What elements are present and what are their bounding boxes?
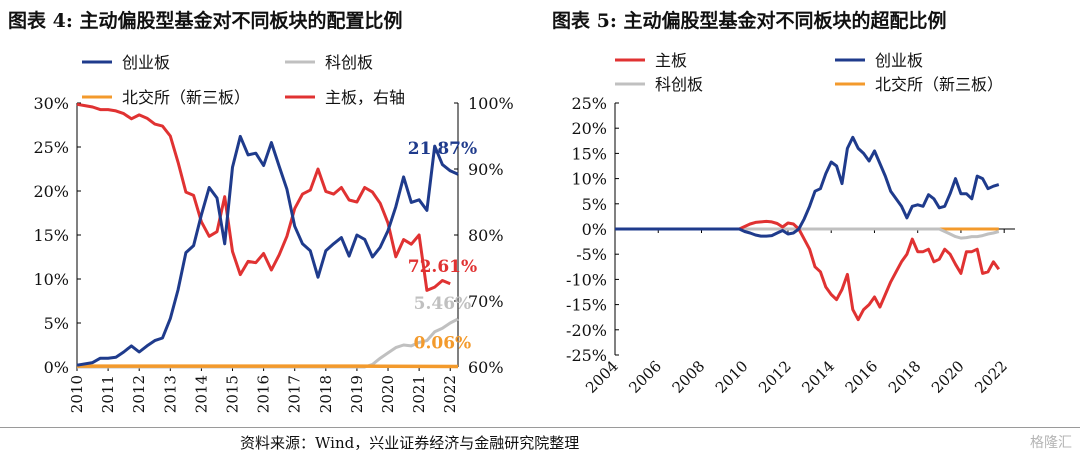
source-note: 资料来源：Wind，兴业证券经济与金融研究院整理 bbox=[240, 434, 580, 452]
legend-label-zhuban: 主板，右轴 bbox=[325, 88, 405, 107]
allocation-chart: 0% 5% 10% 15% 20% 25% 30% 60% 70% 80% 90% 100% 2010 2… bbox=[33, 53, 514, 413]
watermark-logo: 格隆汇 bbox=[1030, 435, 1072, 451]
y-tick-label: -20% bbox=[566, 321, 607, 340]
legend-label-kechuang: 科创板 bbox=[325, 53, 373, 72]
x-tick-label: 2022 bbox=[971, 357, 1011, 397]
series-line-chuangye bbox=[615, 135, 1000, 238]
data-label-beijiao: 0.06% bbox=[414, 334, 472, 354]
series-line-kechuang bbox=[77, 317, 459, 369]
y-tick-label: -15% bbox=[566, 296, 607, 315]
legend-label-kechuang: 科创板 bbox=[655, 75, 703, 94]
x-tick-label: 2013 bbox=[161, 375, 179, 413]
legend-label-chuangye: 创业板 bbox=[875, 51, 923, 70]
x-tick-label: 2018 bbox=[317, 375, 335, 413]
data-label-kechuang: 5.46% bbox=[414, 294, 472, 314]
y-tick-label: 15% bbox=[571, 144, 607, 163]
legend-label-beijiao: 北交所（新三板） bbox=[122, 88, 250, 107]
left-y-tick-label: 20% bbox=[33, 182, 69, 201]
legend-label-chuangye: 创业板 bbox=[122, 53, 170, 72]
left-y-tick-label: 5% bbox=[44, 314, 69, 333]
left-y-tick-label: 30% bbox=[33, 94, 69, 113]
right-y-tick-label: 80% bbox=[468, 226, 504, 245]
right-y-tick-label: 100% bbox=[468, 94, 514, 113]
legend-label-zhuban: 主板 bbox=[655, 51, 687, 70]
data-label-chuangye: 21.87% bbox=[408, 139, 477, 159]
x-tick-label: 2016 bbox=[255, 375, 273, 413]
x-tick-label: 2010 bbox=[712, 357, 752, 397]
x-tick-label: 2015 bbox=[224, 375, 242, 413]
left-y-tick-label: 0% bbox=[44, 358, 69, 377]
x-tick-label: 2008 bbox=[669, 357, 709, 397]
footer-divider bbox=[0, 427, 1080, 428]
y-tick-label: -5% bbox=[576, 245, 607, 264]
x-tick-label: 2020 bbox=[379, 375, 397, 413]
right-y-tick-label: 60% bbox=[468, 358, 504, 377]
left-y-tick-label: 10% bbox=[33, 270, 69, 289]
y-tick-label: 10% bbox=[571, 170, 607, 189]
y-tick-label: 5% bbox=[582, 195, 607, 214]
legend-label-beijiao: 北交所（新三板） bbox=[875, 75, 1003, 94]
series-line-kechuang bbox=[615, 227, 1000, 240]
x-tick-label: 2021 bbox=[410, 375, 428, 413]
x-tick-label: 2018 bbox=[885, 357, 925, 397]
series-line-chuangye bbox=[76, 134, 459, 367]
left-y-tick-label: 15% bbox=[33, 226, 69, 245]
series-line-zhuban bbox=[76, 102, 451, 292]
overweight-chart: -25%-20%-15%-10%-5%0%5%10%15%20%25%2004 2… bbox=[566, 51, 1015, 397]
x-tick-label: 2014 bbox=[798, 357, 838, 397]
right-y-tick-label: 90% bbox=[468, 160, 504, 179]
x-tick-label: 2019 bbox=[348, 375, 366, 413]
x-tick-label: 2006 bbox=[625, 357, 665, 397]
y-tick-label: -10% bbox=[566, 270, 607, 289]
y-tick-label: 20% bbox=[571, 119, 607, 138]
x-tick-label: 2012 bbox=[130, 375, 148, 413]
x-tick-label: 2017 bbox=[286, 375, 304, 413]
x-tick-label: 2014 bbox=[192, 375, 210, 413]
x-tick-label: 2020 bbox=[928, 357, 968, 397]
y-tick-label: 0% bbox=[582, 220, 607, 239]
x-tick-label: 2010 bbox=[68, 375, 86, 413]
right-chart-title: 图表 5: 主动偏股型基金对不同板块的超配比例 bbox=[552, 10, 947, 32]
x-tick-label: 2022 bbox=[441, 375, 459, 413]
x-tick-label: 2016 bbox=[842, 357, 882, 397]
y-tick-label: -25% bbox=[566, 346, 607, 365]
left-y-tick-label: 25% bbox=[33, 138, 69, 157]
y-tick-label: 25% bbox=[571, 94, 607, 113]
x-tick-label: 2012 bbox=[755, 357, 795, 397]
right-y-tick-label: 70% bbox=[468, 292, 504, 311]
data-label-zhuban: 72.61% bbox=[408, 257, 477, 277]
x-tick-label: 2011 bbox=[99, 375, 117, 413]
series-line-zhuban bbox=[615, 219, 1001, 322]
left-chart-title: 图表 4: 主动偏股型基金对不同板块的配置比例 bbox=[8, 10, 403, 32]
